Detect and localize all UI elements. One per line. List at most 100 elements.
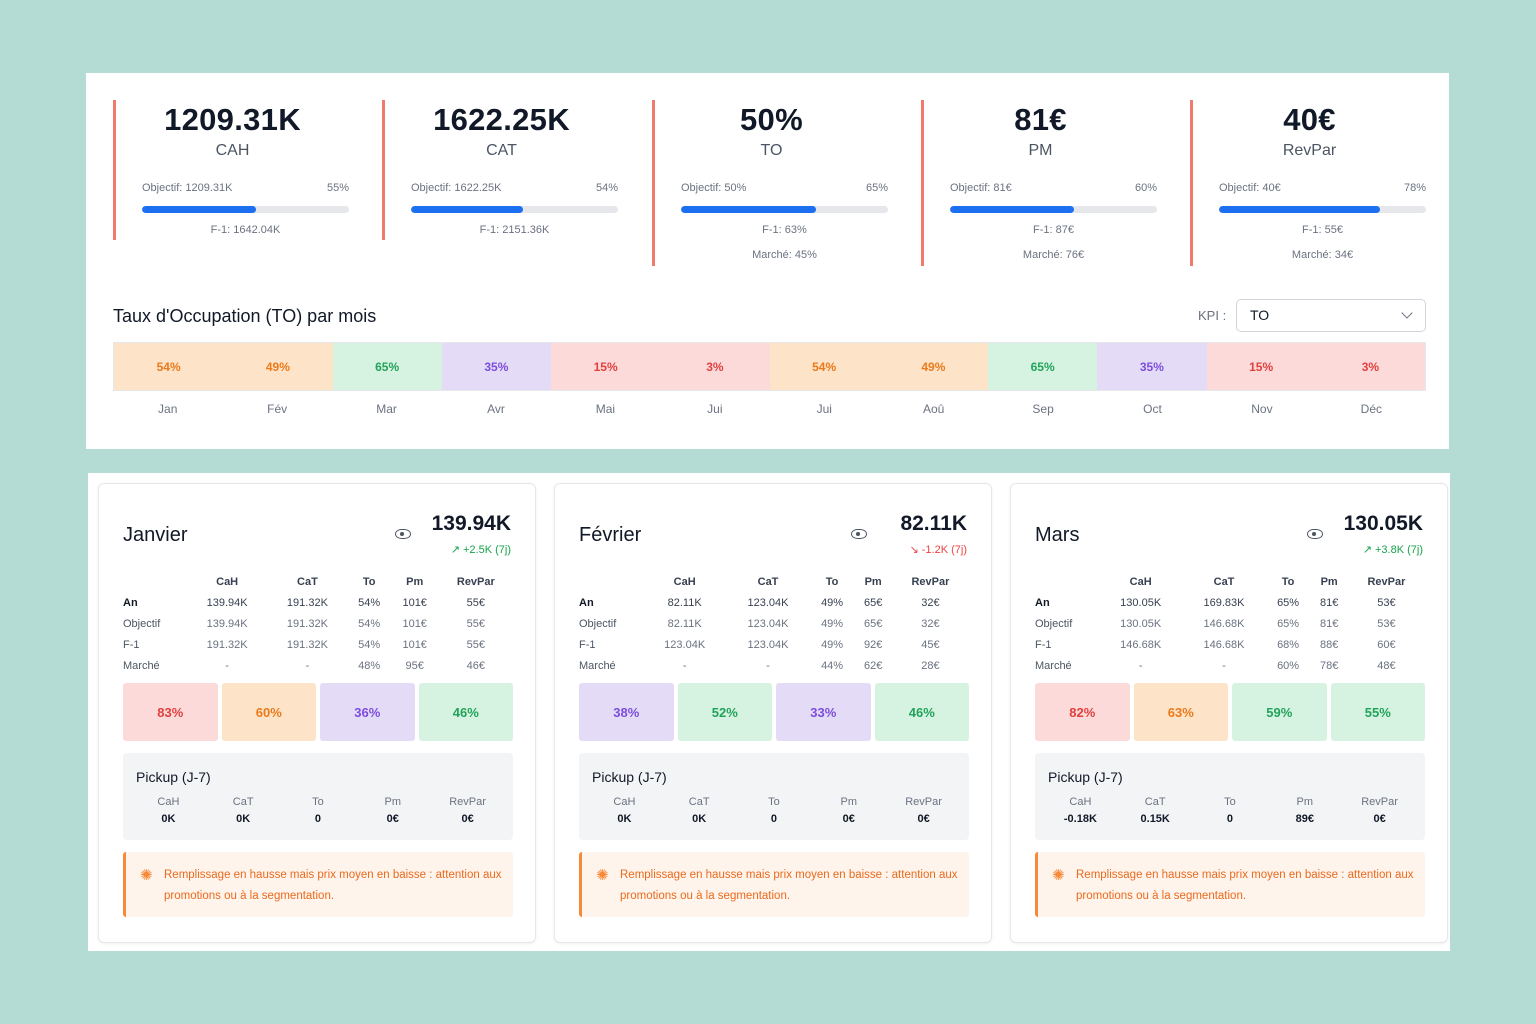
table-cell: 123.04K (747, 617, 789, 630)
pickup-header: Pm (1296, 796, 1314, 808)
table-cell: 55€ (466, 638, 486, 651)
table-header: CaT (297, 576, 318, 588)
table-row: Marché - - 44% 62€ 28€ (579, 655, 969, 676)
pickup-box: Pickup (J-7) CaH -0.18K CaT 0.15K To 0 Pm 89€ Rev… (1035, 753, 1425, 840)
table-row: Marché - - 60% 78€ 48€ (1035, 655, 1425, 676)
month-card-title: Février (579, 524, 642, 546)
month-cell[interactable]: 35% (1097, 343, 1207, 390)
pickup-header: To (1224, 796, 1236, 808)
pickup-header: RevPar (905, 796, 942, 808)
month-label: Jan (158, 402, 178, 416)
month-cell[interactable]: 65% (988, 343, 1098, 390)
month-cell[interactable]: 15% (551, 343, 661, 390)
table-cell: 92€ (863, 638, 883, 651)
pickup-header: CaH (157, 796, 180, 808)
month-cell[interactable]: 3% (660, 343, 770, 390)
table-cell: 48€ (1377, 659, 1396, 672)
table-cell: 65€ (863, 596, 883, 609)
pickup-header: CaH (1069, 796, 1092, 808)
month-cell[interactable]: 15% (1206, 343, 1316, 390)
kpi-previous-year: F-1: 2151.36K (479, 224, 550, 236)
table-row: An 139.94K 191.32K 54% 101€ 55€ (123, 592, 513, 613)
pickup-value: -1.2K (7j) (921, 544, 967, 556)
month-label: Déc (1360, 402, 1383, 416)
trend-up-icon: ↗ (1362, 544, 1375, 556)
table-cell: 65% (1277, 617, 1300, 630)
kpi-progress-fill (411, 206, 523, 213)
eye-icon[interactable] (395, 529, 411, 539)
table-cell: 191.32K (286, 596, 328, 609)
eye-icon[interactable] (851, 529, 867, 539)
table-row-label: Marché (1035, 659, 1072, 672)
table-cell: 130.05K (1120, 596, 1162, 609)
pickup-value: 0K (617, 813, 632, 825)
chevron-down-icon (1401, 307, 1413, 319)
table-cell: 54% (358, 596, 381, 609)
pickup-value: 0.15K (1140, 813, 1170, 825)
month-details-panel: Janvier 139.94K ↗ +2.5K (7j) CaH CaT To Pm RevP… (88, 473, 1450, 951)
kpi-objective-row: Objectif: 81€ 60% (950, 182, 1157, 194)
month-cell[interactable]: 54% (769, 343, 879, 390)
metric-tile: 55% (1330, 683, 1425, 741)
pickup-box: Pickup (J-7) CaH 0K CaT 0K To 0 Pm 0€ RevPar 0€ (123, 753, 513, 840)
pickup-column: CaH 0K (131, 796, 206, 825)
table-cell: - (766, 659, 770, 672)
kpi-objective-row: Objectif: 1622.25K 54% (411, 182, 618, 194)
table-cell: 60€ (1377, 638, 1396, 651)
pickup-header: CaH (613, 796, 636, 808)
table-cell: 68% (1277, 638, 1300, 651)
pickup-value: 0 (1226, 813, 1234, 825)
table-header: CaH (673, 576, 696, 588)
kpi-progress-fill (142, 206, 256, 213)
pickup-value: +3.8K (7j) (1375, 544, 1423, 556)
month-card-title: Mars (1035, 524, 1080, 546)
kpi-progress-bar (142, 206, 349, 213)
kpi-progress-bar (950, 206, 1157, 213)
month-label: Avr (487, 402, 505, 416)
kpi-objective: Objectif: 1622.25K (411, 182, 502, 194)
month-cell[interactable]: 49% (223, 343, 333, 390)
month-cell[interactable]: 49% (878, 343, 988, 390)
table-header: RevPar (456, 576, 495, 588)
alert-box: ✺ Remplissage en hausse mais prix moyen e… (579, 852, 969, 917)
pickup-header: To (312, 796, 324, 808)
pickup-value: 89€ (1295, 813, 1314, 825)
month-card-tiles: 83% 60% 36% 46% (123, 683, 513, 741)
pickup-column: CaT 0K (662, 796, 737, 825)
kpi-card: 1209.31K CAH Objectif: 1209.31K 55% F-1: 164… (113, 100, 349, 240)
month-cell[interactable]: 3% (1315, 343, 1425, 390)
month-cell[interactable]: 35% (441, 343, 551, 390)
table-header: Pm (406, 576, 424, 588)
table-header: Pm (864, 576, 882, 588)
table-row-label: Objectif (579, 617, 617, 630)
table-cell: 123.04K (664, 638, 706, 651)
pickup-column: RevPar 0€ (1342, 796, 1417, 825)
month-cell[interactable]: 65% (332, 343, 442, 390)
pickup-header: Pm (840, 796, 858, 808)
table-cell: 28€ (921, 659, 940, 672)
month-card: Mars 130.05K ↗ +3.8K (7j) CaH CaT To Pm RevPar A… (1010, 483, 1448, 943)
pickup-column: RevPar 0€ (430, 796, 505, 825)
kpi-card: 50% TO Objectif: 50% 65% F-1: 63% Marché: 45% (652, 100, 888, 266)
alert-text: Remplissage en hausse mais prix moyen en… (620, 869, 958, 902)
month-cell[interactable]: 54% (114, 343, 224, 390)
trend-up-icon: ↗ (450, 544, 463, 556)
pickup-column: To 0 (737, 796, 812, 825)
kpi-percent: 55% (326, 182, 349, 194)
pickup-column: To 0 (281, 796, 356, 825)
table-cell: 101€ (402, 596, 427, 609)
table-header-row: CaH CaT To Pm RevPar (579, 572, 969, 592)
pickup-value: 0K (236, 813, 251, 825)
pickup-column: CaH -0.18K (1043, 796, 1118, 825)
table-row: An 82.11K 123.04K 49% 65€ 32€ (579, 592, 969, 613)
eye-icon[interactable] (1307, 529, 1323, 539)
table-cell: 46€ (466, 659, 486, 672)
table-cell: - (305, 659, 310, 672)
table-header-empty (1035, 572, 1099, 592)
table-cell: 81€ (1319, 617, 1339, 630)
table-cell: 169.83K (1203, 596, 1245, 609)
table-row: Objectif 130.05K 146.68K 65% 81€ 53€ (1035, 613, 1425, 634)
table-row-label: Objectif (1035, 617, 1073, 630)
kpi-select[interactable]: TO (1236, 299, 1426, 332)
table-cell: 53€ (1377, 596, 1396, 609)
